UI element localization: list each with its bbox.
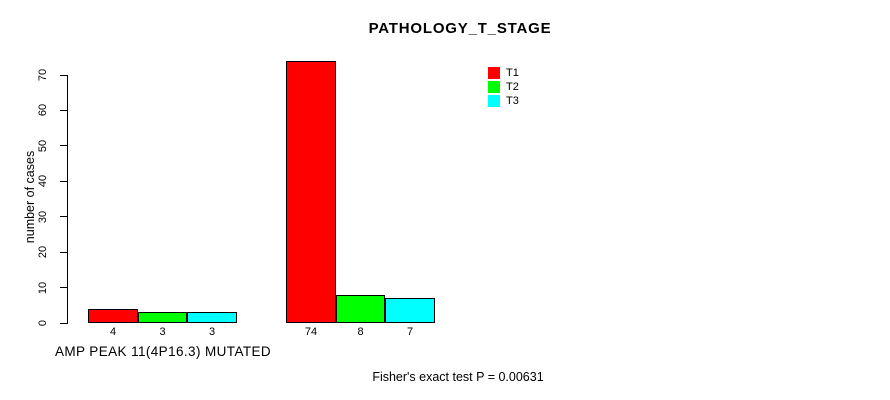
- bar-t3: [385, 298, 435, 323]
- y-axis-tick: [60, 216, 67, 218]
- bar-value-label: 3: [159, 326, 166, 338]
- legend-label: T2: [506, 81, 519, 93]
- legend-label: T1: [506, 67, 519, 79]
- y-axis-tick: [60, 251, 67, 253]
- stat-annotation: Fisher's exact test P = 0.00631: [372, 370, 544, 384]
- bar-t3: [187, 312, 237, 323]
- y-axis-tick-label: 40: [37, 175, 49, 188]
- y-axis-tick-label: 50: [37, 139, 49, 152]
- y-axis-tick-label: 60: [37, 104, 49, 117]
- bar-t2: [336, 295, 385, 323]
- bar-value-label: 4: [109, 326, 117, 338]
- legend-color-swatch: [488, 95, 500, 107]
- legend: T1 T2 T3: [488, 66, 519, 108]
- y-axis-label: number of cases: [23, 150, 37, 244]
- y-axis-tick: [60, 145, 67, 147]
- y-axis-tick-label: 70: [37, 68, 49, 82]
- y-axis-tick: [60, 109, 67, 111]
- legend-item: T3: [488, 94, 519, 108]
- legend-item: T2: [488, 80, 519, 94]
- y-axis-tick-label: 20: [37, 246, 49, 259]
- y-axis-tick: [60, 287, 67, 289]
- bar-value-label: 7: [406, 326, 414, 338]
- x-category-label: AMP PEAK 11(4P16.3) MUTATED: [54, 344, 272, 359]
- chart-title: PATHOLOGY_T_STAGE: [368, 20, 552, 37]
- bar-t1: [88, 309, 138, 323]
- y-axis-tick: [60, 74, 67, 76]
- bar-value-label: 3: [208, 326, 216, 338]
- bar-value-label: 8: [357, 326, 364, 338]
- y-axis-tick-label: 30: [37, 210, 49, 223]
- y-axis-tick-label: 0: [37, 319, 49, 327]
- bar-t1: [286, 61, 336, 323]
- legend-color-swatch: [488, 81, 500, 93]
- y-axis-tick: [60, 322, 67, 324]
- bar-value-label: 74: [304, 326, 318, 338]
- y-axis-tick: [60, 180, 67, 182]
- legend-label: T3: [506, 95, 519, 107]
- bar-t2: [138, 312, 187, 323]
- legend-color-swatch: [488, 67, 500, 79]
- y-axis-line: [67, 75, 68, 324]
- y-axis-tick-label: 10: [37, 281, 49, 294]
- legend-item: T1: [488, 66, 519, 80]
